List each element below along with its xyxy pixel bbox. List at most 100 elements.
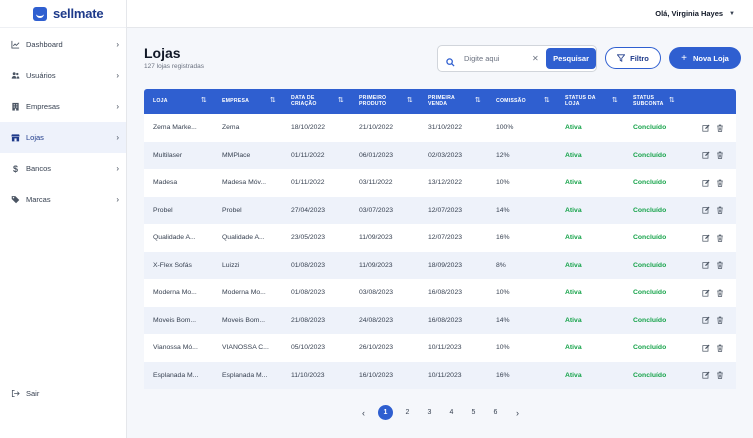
cell-primeira-venda: 12/07/2023 (428, 206, 463, 214)
column-header-primeiro-produto[interactable]: PRIMEIRO PRODUTO ⇅ (359, 94, 413, 107)
row-actions (681, 151, 736, 159)
sidebar-item-usuarios[interactable]: Usuários › (0, 60, 126, 91)
cell-primeiro-produto: 11/09/2023 (359, 234, 393, 242)
cell-empresa: MMPlace (222, 151, 251, 159)
cell-primeira-venda: 13/12/2022 (428, 179, 463, 187)
cell-comissao: 10% (496, 344, 510, 352)
sidebar-item-dashboard[interactable]: Dashboard › (0, 29, 126, 60)
sidebar-item-empresas[interactable]: Empresas › (0, 91, 126, 122)
cell-status-subconta: Concluído (633, 124, 667, 132)
edit-icon[interactable] (702, 234, 710, 242)
edit-icon[interactable] (702, 261, 710, 269)
sidebar: sellmate Dashboard › Usuários › Empresas… (0, 0, 127, 438)
cell-status-subconta: Concluído (633, 261, 667, 269)
column-header-data-criacao[interactable]: DATA DE CRIAÇÃO ⇅ (291, 94, 344, 107)
cell-primeira-venda: 16/08/2023 (428, 316, 463, 324)
next-page-button[interactable]: › (516, 407, 519, 418)
table-row[interactable]: Multilaser MMPlace 01/11/2022 06/01/2023 02/… (144, 141, 736, 169)
trash-icon[interactable] (716, 151, 724, 159)
column-header-primeira-venda[interactable]: PRIMEIRA VENDA ⇅ (428, 94, 481, 107)
cell-primeiro-produto: 03/07/2023 (359, 206, 394, 214)
row-actions (681, 206, 736, 214)
cell-loja: Vianossa Mó... (153, 344, 198, 352)
logout-label: Sair (26, 389, 40, 398)
cell-loja: Esplanada M... (153, 371, 199, 379)
row-actions (681, 124, 736, 132)
cell-loja: Madesa (153, 179, 178, 187)
edit-icon[interactable] (702, 179, 710, 187)
table-row[interactable]: Qualidade A... Qualidade A... 23/05/2023 11… (144, 224, 736, 252)
new-store-button[interactable]: + Nova Loja (669, 47, 741, 69)
sidebar-item-lojas[interactable]: Lojas › (0, 122, 126, 153)
edit-icon[interactable] (702, 371, 710, 379)
edit-icon[interactable] (702, 316, 710, 324)
brand-logo[interactable]: sellmate (0, 0, 126, 28)
trash-icon[interactable] (716, 261, 724, 269)
cell-status-loja: Ativa (565, 179, 582, 187)
cell-comissao: 14% (496, 316, 510, 324)
tag-icon (11, 195, 20, 204)
column-header-empresa[interactable]: EMPRESA ⇅ (222, 97, 276, 105)
edit-icon[interactable] (702, 151, 710, 159)
search-button[interactable]: Pesquisar (546, 48, 596, 69)
edit-icon[interactable] (702, 344, 710, 352)
cell-empresa: Esplanada M... (222, 371, 268, 379)
page-button[interactable]: 4 (449, 409, 454, 416)
trash-icon[interactable] (716, 316, 724, 324)
cell-status-loja: Ativa (565, 344, 582, 352)
table-header: LOJA ⇅ EMPRESA ⇅ DATA DE CRIAÇÃO ⇅ PRIMEIRO P… (144, 89, 736, 114)
column-header-loja[interactable]: LOJA ⇅ (153, 97, 207, 105)
cell-status-loja: Ativa (565, 234, 582, 242)
page-button[interactable]: 2 (405, 409, 410, 416)
page-button[interactable]: 3 (427, 409, 432, 416)
column-header-comissao[interactable]: COMISSÃO ⇅ (496, 97, 550, 105)
cell-empresa: Madesa Móv... (222, 179, 267, 187)
trash-icon[interactable] (716, 179, 724, 187)
trash-icon[interactable] (716, 234, 724, 242)
table-row[interactable]: Esplanada M... Esplanada M... 11/10/2023 16… (144, 361, 736, 389)
cell-empresa: Zema (222, 124, 240, 132)
sidebar-item-bancos[interactable]: $ Bancos › (0, 153, 126, 184)
cell-status-subconta: Concluído (633, 371, 667, 379)
page-button[interactable]: 5 (471, 409, 476, 416)
table-row[interactable]: Probel Probel 27/04/2023 03/07/2023 12/07/20… (144, 196, 736, 224)
cell-primeira-venda: 02/03/2023 (428, 151, 463, 159)
close-icon[interactable]: ✕ (532, 54, 539, 63)
trash-icon[interactable] (716, 289, 724, 297)
top-bar: Olá, Virginia Hayes ▼ (127, 0, 753, 28)
page-button[interactable]: 1 (378, 405, 393, 420)
edit-icon[interactable] (702, 124, 710, 132)
edit-icon[interactable] (702, 206, 710, 214)
sidebar-item-label: Marcas (26, 195, 51, 204)
page-button[interactable]: 6 (493, 409, 498, 416)
table-row[interactable]: Madesa Madesa Móv... 01/11/2022 03/11/2022 1… (144, 169, 736, 197)
cell-primeira-venda: 18/09/2023 (428, 261, 463, 269)
table-row[interactable]: Vianossa Mó... VIANOSSA C... 05/10/2023 26/… (144, 334, 736, 362)
sort-icon: ⇅ (668, 97, 675, 105)
table-row[interactable]: X-Flex Sofás Luizzi 01/08/2023 11/09/2023 18… (144, 251, 736, 279)
trash-icon[interactable] (716, 206, 724, 214)
sort-icon: ⇅ (269, 97, 276, 105)
column-header-status-subconta[interactable]: STATUS SUBCONTA ⇅ (633, 94, 675, 107)
edit-icon[interactable] (702, 289, 710, 297)
trash-icon[interactable] (716, 344, 724, 352)
page-subtitle: 127 lojas registradas (144, 63, 204, 70)
trash-icon[interactable] (716, 371, 724, 379)
search-input[interactable] (464, 54, 530, 63)
table-row[interactable]: Moderna Mo... Moderna Mo... 01/08/2023 03/0… (144, 279, 736, 307)
table-row[interactable]: Zema Marke... Zema 18/10/2022 21/10/2022 31/… (144, 114, 736, 142)
logout-icon (11, 389, 20, 398)
prev-page-button[interactable]: ‹ (362, 407, 365, 418)
table-row[interactable]: Moveis Bom... Moveis Bom... 21/08/2023 24/0… (144, 306, 736, 334)
filter-button[interactable]: Filtro (605, 47, 661, 69)
logout-button[interactable]: Sair (11, 389, 39, 398)
filter-label: Filtro (630, 53, 649, 63)
column-header-status-loja[interactable]: STATUS DA LOJA ⇅ (565, 94, 618, 107)
cell-primeira-venda: 31/10/2022 (428, 124, 463, 132)
cell-primeira-venda: 10/11/2023 (428, 371, 462, 379)
cell-primeira-venda: 10/11/2023 (428, 344, 462, 352)
cell-status-loja: Ativa (565, 289, 582, 297)
user-menu[interactable]: Olá, Virginia Hayes ▼ (655, 9, 735, 18)
sidebar-item-marcas[interactable]: Marcas › (0, 184, 126, 215)
trash-icon[interactable] (716, 124, 724, 132)
